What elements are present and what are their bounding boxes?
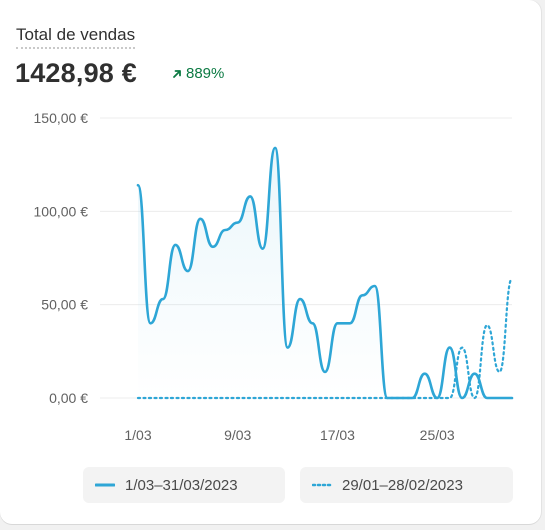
x-tick-label: 25/03 — [420, 427, 455, 443]
series — [136, 146, 514, 400]
arrow-up-right-icon — [172, 69, 182, 79]
metric-title[interactable]: Total de vendas — [16, 24, 136, 49]
x-tick-label: 1/03 — [124, 427, 151, 443]
series-line-previous[interactable] — [136, 277, 514, 400]
legend-label-current: 1/03–31/03/2023 — [125, 476, 238, 494]
x-tick-label: 9/03 — [224, 427, 251, 443]
x-axis: 1/03 9/03 17/03 25/03 — [124, 427, 455, 443]
y-tick-label: 100,00 € — [34, 203, 89, 219]
legend-label-previous: 29/01–28/02/2023 — [342, 476, 463, 494]
legend-dotted-line-icon — [312, 483, 332, 487]
sales-line-chart: 0,00 € 50,00 € 100,00 € 150,00 € 1/03 9/03 17… — [34, 110, 514, 443]
metric-change-value: 889% — [186, 65, 225, 82]
y-tick-label: 0,00 € — [49, 390, 88, 406]
metric-value: 1428,98 € — [15, 58, 137, 88]
y-axis: 0,00 € 50,00 € 100,00 € 150,00 € — [34, 110, 89, 406]
legend-item-previous[interactable]: 29/01–28/02/2023 — [300, 467, 513, 503]
series-line-current[interactable] — [136, 146, 514, 400]
legend-solid-line-icon — [95, 483, 115, 487]
y-tick-label: 50,00 € — [41, 297, 88, 313]
x-tick-label: 17/03 — [320, 427, 355, 443]
metric-change: 889% — [172, 64, 224, 84]
legend-item-current[interactable]: 1/03–31/03/2023 — [83, 467, 285, 503]
y-tick-label: 150,00 € — [34, 110, 89, 126]
series-area-current — [138, 147, 512, 398]
